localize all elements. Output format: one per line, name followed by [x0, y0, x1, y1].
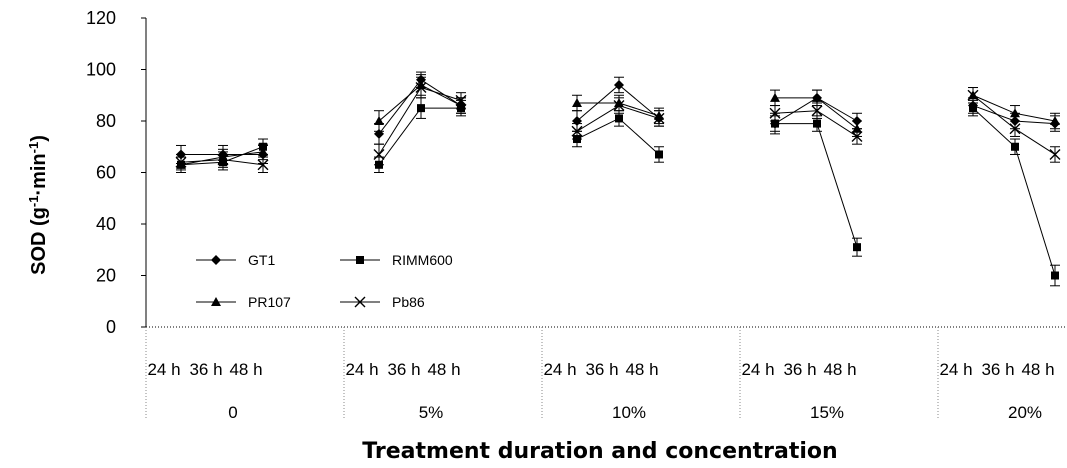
x-category-labels: 24 h 36 h 48 h 0 24 h 36 h 48 h 5% 24 h 36 h 48 h 1…: [147, 360, 1054, 422]
x-duration-label: 48 h: [823, 360, 856, 379]
x-duration-label: 48 h: [427, 360, 460, 379]
data-point: [771, 119, 779, 128]
data-point: [614, 79, 624, 90]
data-point: [1009, 123, 1021, 135]
data-point: [1011, 142, 1019, 151]
data-point: [812, 92, 822, 102]
x-duration-label: 36 h: [585, 360, 618, 379]
x-duration-label: 48 h: [1021, 360, 1054, 379]
y-tick-labels: 0 20 40 60 80 100 120: [86, 8, 116, 337]
y-tick-label: 100: [86, 60, 116, 80]
y-tick-label: 60: [96, 163, 116, 183]
data-point: [417, 104, 425, 113]
data-point: [813, 119, 821, 128]
data-point: [769, 107, 781, 119]
legend-item-gt1: GT1: [196, 252, 275, 268]
y-tick-label: 20: [96, 266, 116, 286]
axes: [141, 17, 1067, 420]
x-group-label: 10%: [612, 403, 646, 422]
legend-item-pr107: PR107: [196, 294, 291, 310]
data-point: [1010, 108, 1020, 118]
data-point: [653, 112, 665, 124]
data-point: [1050, 116, 1060, 125]
series-pr107: [176, 74, 1060, 173]
data-point: [770, 92, 780, 102]
legend-label: Pb86: [392, 294, 425, 310]
data-point: [175, 156, 187, 168]
y-tick-label: 80: [96, 111, 116, 131]
x-duration-label: 48 h: [229, 360, 262, 379]
legend: GT1 RIMM600 PR107 Pb86: [196, 252, 453, 310]
x-duration-label: 36 h: [189, 360, 222, 379]
data-point: [655, 150, 663, 159]
data-point: [415, 82, 427, 94]
x-duration-label: 24 h: [543, 360, 576, 379]
data-point: [811, 105, 823, 117]
data-point: [455, 94, 467, 106]
data-point: [967, 89, 979, 101]
data-point: [1049, 148, 1061, 160]
x-group-label: 0: [228, 403, 237, 422]
legend-label: RIMM600: [392, 252, 453, 268]
y-tick-label: 40: [96, 214, 116, 234]
y-axis-label: SOD (g-1·min-1): [26, 135, 50, 275]
legend-item-rimm600: RIMM600: [340, 252, 453, 268]
data-point: [257, 159, 269, 171]
plot-series: [175, 71, 1061, 287]
x-duration-label: 24 h: [741, 360, 774, 379]
x-axis-label: Treatment duration and concentration: [362, 439, 837, 464]
legend-item-pb86: Pb86: [340, 294, 425, 310]
data-point: [851, 130, 863, 142]
x-duration-label: 36 h: [981, 360, 1014, 379]
legend-label: PR107: [248, 294, 291, 310]
data-point: [217, 154, 229, 166]
data-point: [613, 100, 625, 112]
data-point: [571, 125, 583, 137]
x-duration-label: 24 h: [345, 360, 378, 379]
data-point: [258, 146, 268, 156]
series-line: [378, 84, 462, 122]
series-pb86: [175, 76, 1061, 173]
data-point: [572, 97, 582, 107]
y-tick-label: 120: [86, 8, 116, 28]
legend-marker: [354, 296, 366, 308]
series-rimm600: [176, 97, 1060, 287]
data-point: [1051, 271, 1059, 280]
series-line: [775, 123, 858, 248]
data-point: [615, 114, 623, 123]
data-point: [969, 104, 977, 113]
y-tick-label: 0: [106, 317, 116, 337]
x-duration-label: 36 h: [387, 360, 420, 379]
x-group-label: 15%: [810, 403, 844, 422]
legend-marker: [211, 297, 221, 306]
legend-label: GT1: [248, 252, 275, 268]
series-line: [972, 107, 1056, 276]
data-point: [374, 116, 384, 125]
legend-marker: [211, 255, 221, 265]
series-line: [378, 107, 461, 166]
x-group-label: 5%: [419, 403, 444, 422]
x-duration-label: 36 h: [783, 360, 816, 379]
x-group-label: 20%: [1008, 403, 1042, 422]
data-point: [373, 148, 385, 160]
x-duration-label: 24 h: [939, 360, 972, 379]
data-point: [853, 243, 861, 252]
x-duration-label: 24 h: [147, 360, 180, 379]
x-duration-label: 48 h: [625, 360, 658, 379]
legend-marker: [356, 256, 364, 264]
